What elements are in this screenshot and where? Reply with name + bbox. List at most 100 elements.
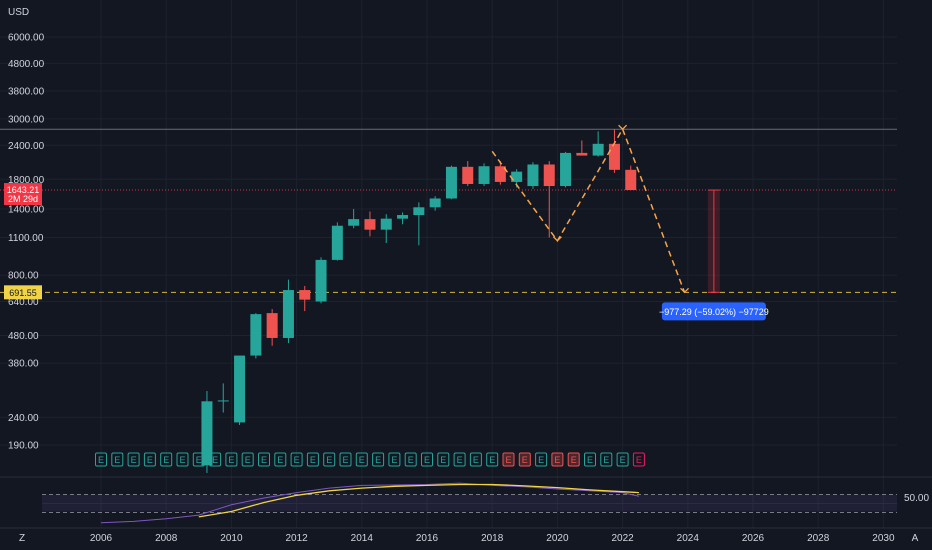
x-tick-label: 2028 [807,533,830,544]
earnings-marker[interactable] [551,452,564,467]
projection-arrowhead [680,287,689,294]
earnings-marker-letter: E [408,455,414,465]
earnings-marker-letter: E [587,455,593,465]
y-tick-label: 2400.00 [8,141,45,152]
earnings-marker[interactable] [355,452,368,467]
earnings-marker[interactable] [306,452,319,467]
earnings-marker[interactable] [241,452,254,467]
current-price-tag [4,183,42,206]
countdown-label: 2M 29d [8,194,38,204]
earnings-marker-letter: E [342,455,348,465]
earnings-marker-letter: E [424,455,430,465]
timezone-icon[interactable]: Z [19,533,25,544]
x-tick-label: 2006 [90,533,113,544]
earnings-marker-letter: E [294,455,300,465]
candle-body [315,259,327,302]
earnings-marker[interactable] [95,452,107,467]
earnings-marker-letter: E [261,455,267,465]
earnings-marker-letter: E [505,455,511,465]
earnings-marker[interactable] [567,452,580,467]
y-tick-label: 3800.00 [8,86,45,97]
x-tick-label: 2024 [677,533,700,544]
earnings-marker-letter: E [147,455,153,465]
earnings-marker[interactable] [437,452,450,467]
earnings-marker[interactable] [323,452,336,467]
earnings-marker[interactable] [274,452,287,467]
earnings-marker[interactable] [160,452,173,467]
earnings-marker[interactable] [600,452,613,467]
earnings-marker-letter: E [310,455,316,465]
earnings-marker[interactable] [404,452,417,467]
candle-body [494,166,506,182]
candle-body [429,198,441,208]
target-price-tag [4,285,42,300]
candle-body [348,219,360,226]
earnings-marker[interactable] [453,452,466,467]
earnings-marker[interactable] [616,452,629,467]
candle-body [560,152,572,187]
candle-body [201,401,213,466]
earnings-marker[interactable] [111,452,124,467]
candle-body [527,164,539,187]
earnings-marker[interactable] [372,452,385,467]
earnings-marker-letter: E [522,455,528,465]
earnings-marker-letter: E [326,455,332,465]
earnings-marker[interactable] [632,452,645,467]
earnings-marker-letter: E [440,455,446,465]
y-tick-label: 1100.00 [8,233,44,244]
earnings-marker-letter: E [212,455,218,465]
earnings-marker-letter: E [391,455,397,465]
earnings-marker[interactable] [209,452,222,467]
candle-body [576,152,588,156]
earnings-marker[interactable] [421,452,433,467]
projection-arrowhead [552,236,562,242]
earnings-marker-letter: E [131,455,137,465]
y-tick-label: 240.00 [8,413,39,424]
earnings-marker[interactable] [388,452,401,467]
earnings-marker[interactable] [143,452,156,467]
axes: 190.00 240.00 380.00 480.00 640.00 800.00 1100… [8,7,919,544]
earnings-marker[interactable] [486,452,499,467]
candle-body [608,143,620,170]
earnings-marker[interactable] [469,452,482,467]
earnings-marker-letter: E [603,455,609,465]
candle-body [217,400,229,402]
x-tick-label: 2020 [546,533,569,544]
rsi-ma-line [198,483,639,518]
earnings-marker[interactable] [290,452,303,467]
earnings-marker[interactable] [127,452,140,467]
rsi-level-label: 50.00 [904,493,929,504]
earnings-marker[interactable] [584,452,596,467]
earnings-marker[interactable] [339,452,352,467]
projection-path[interactable] [491,127,686,293]
candle-body [282,290,294,338]
earnings-marker[interactable] [225,452,238,467]
earnings-marker-letter: E [489,455,495,465]
earnings-marker[interactable] [518,452,531,467]
x-tick-label: 2010 [220,533,243,544]
earnings-marker-letter: E [538,455,544,465]
y-tick-label: 380.00 [8,359,39,370]
earnings-marker[interactable] [258,452,270,467]
earnings-marker-letter: E [196,455,202,465]
earnings-marker[interactable] [502,452,515,467]
candle-body [234,355,246,423]
target-price-value: 691.55 [9,288,37,298]
candle-body [413,207,425,216]
earnings-marker[interactable] [192,452,205,467]
earnings-marker-letter: E [473,455,479,465]
candle-body [266,313,278,338]
x-tick-label: 2008 [155,533,178,544]
earnings-marker-letter: E [457,455,463,465]
earnings-marker[interactable] [176,452,189,467]
x-tick-label: 2026 [742,533,765,544]
auto-scale-icon[interactable]: A [912,533,919,544]
earnings-marker[interactable] [535,452,548,467]
earnings-marker-letter: E [571,455,577,465]
currency-label: USD [8,7,29,18]
candle-body [511,171,523,182]
y-tick-label: 6000.00 [8,33,45,44]
